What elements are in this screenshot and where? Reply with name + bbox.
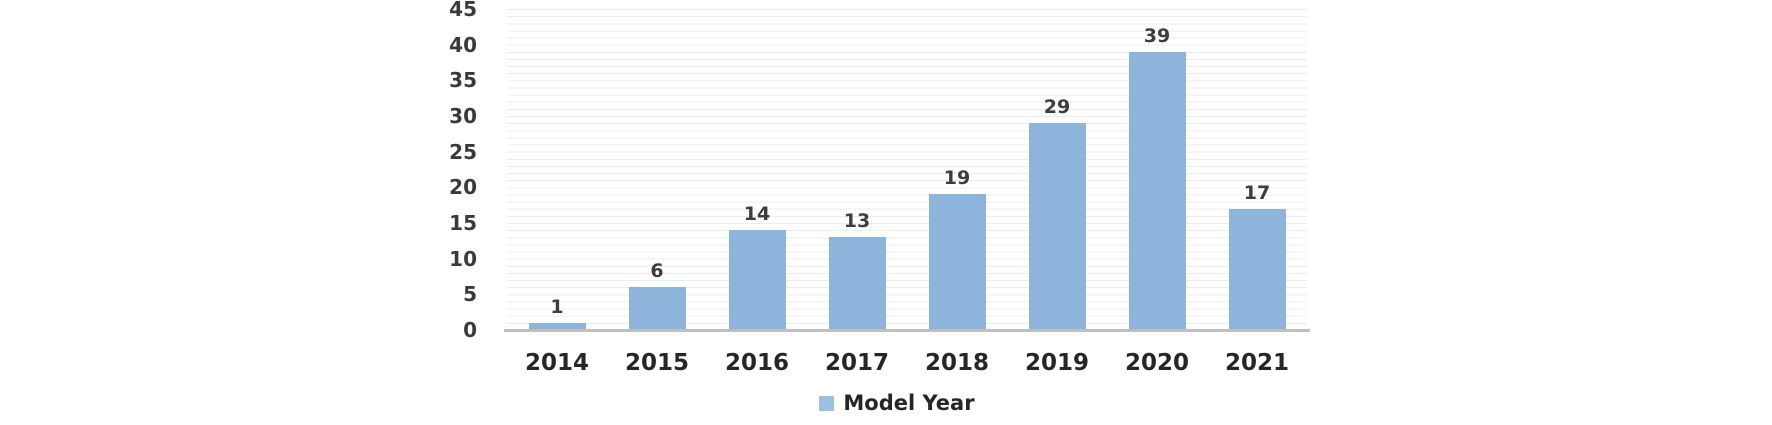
bar-value-label: 17 <box>1243 181 1271 204</box>
plot-area: 1 6 14 13 19 29 39 17 <box>507 9 1307 330</box>
bar-2019 <box>1028 123 1086 330</box>
legend-swatch-icon <box>819 395 835 411</box>
x-tick-label-2020: 2020 <box>1124 350 1189 376</box>
bar-2020 <box>1128 51 1186 330</box>
x-tick-label-2018: 2018 <box>924 350 989 376</box>
bar-2014 <box>528 322 586 330</box>
x-axis: 2014 2015 2016 2017 2018 2019 2020 2021 <box>507 351 1307 377</box>
y-tick-label: 45 <box>449 0 477 21</box>
y-tick-label: 0 <box>463 318 477 342</box>
bar-value-label: 13 <box>843 210 871 233</box>
legend-label: Model Year <box>843 391 975 415</box>
bar-value-label: 6 <box>650 260 664 283</box>
legend: Model Year <box>497 391 1297 415</box>
y-tick-label: 40 <box>449 32 477 57</box>
x-tick-label-2019: 2019 <box>1024 350 1089 376</box>
x-tick-label-2021: 2021 <box>1224 350 1289 376</box>
y-tick-label: 20 <box>449 175 477 200</box>
bar-2018 <box>928 194 986 330</box>
x-tick-label-2014: 2014 <box>524 350 589 376</box>
x-tick-label-2016: 2016 <box>724 350 789 376</box>
x-axis-line <box>504 329 1310 332</box>
bar-2015 <box>628 287 686 330</box>
y-tick-label: 10 <box>449 246 477 271</box>
bar-2021 <box>1228 208 1286 330</box>
y-tick-label: 5 <box>463 282 477 307</box>
y-tick-label: 35 <box>449 68 477 93</box>
bar-2017 <box>828 237 886 330</box>
y-tick-label: 25 <box>449 139 477 164</box>
x-tick-label-2017: 2017 <box>824 350 889 376</box>
y-axis: 45 40 35 30 25 20 15 10 5 0 <box>380 0 492 341</box>
bar-value-label: 39 <box>1143 24 1171 47</box>
bar-2016 <box>728 230 786 330</box>
y-tick-label: 15 <box>449 211 477 235</box>
bar-value-label: 19 <box>943 167 971 190</box>
x-tick-label-2015: 2015 <box>624 350 689 376</box>
bar-value-label: 1 <box>550 295 564 318</box>
bar-value-label: 14 <box>743 203 771 226</box>
bar-value-label: 29 <box>1043 96 1071 119</box>
y-tick-label: 30 <box>449 104 477 128</box>
